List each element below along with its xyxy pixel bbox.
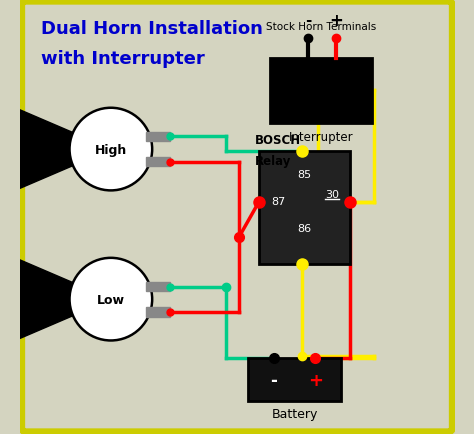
Text: 87: 87 [272, 197, 286, 207]
Text: 85: 85 [297, 170, 311, 179]
Text: +: + [308, 371, 323, 389]
Bar [259, 152, 350, 265]
Bar [146, 132, 170, 142]
Bar [248, 358, 341, 401]
Text: Stock Horn Terminals: Stock Horn Terminals [265, 22, 376, 32]
Bar [146, 158, 170, 167]
Bar [146, 307, 170, 317]
Text: Relay: Relay [255, 155, 291, 168]
Text: Interrupter: Interrupter [288, 130, 353, 143]
Text: -: - [305, 13, 312, 28]
Text: Battery: Battery [272, 407, 318, 420]
Text: High: High [95, 143, 127, 156]
FancyBboxPatch shape [22, 2, 452, 432]
Bar [270, 59, 372, 124]
Text: +: + [329, 13, 343, 30]
Text: -: - [271, 371, 277, 389]
Text: 86: 86 [297, 224, 311, 233]
Text: BOSCH: BOSCH [255, 133, 301, 146]
Polygon shape [15, 258, 76, 341]
Circle shape [70, 258, 152, 341]
Polygon shape [15, 108, 76, 191]
Circle shape [70, 108, 152, 191]
Bar [146, 282, 170, 292]
Text: with Interrupter: with Interrupter [41, 50, 205, 68]
Text: Low: Low [97, 293, 125, 306]
Text: Dual Horn Installation: Dual Horn Installation [41, 20, 263, 37]
Text: 30: 30 [325, 190, 339, 200]
